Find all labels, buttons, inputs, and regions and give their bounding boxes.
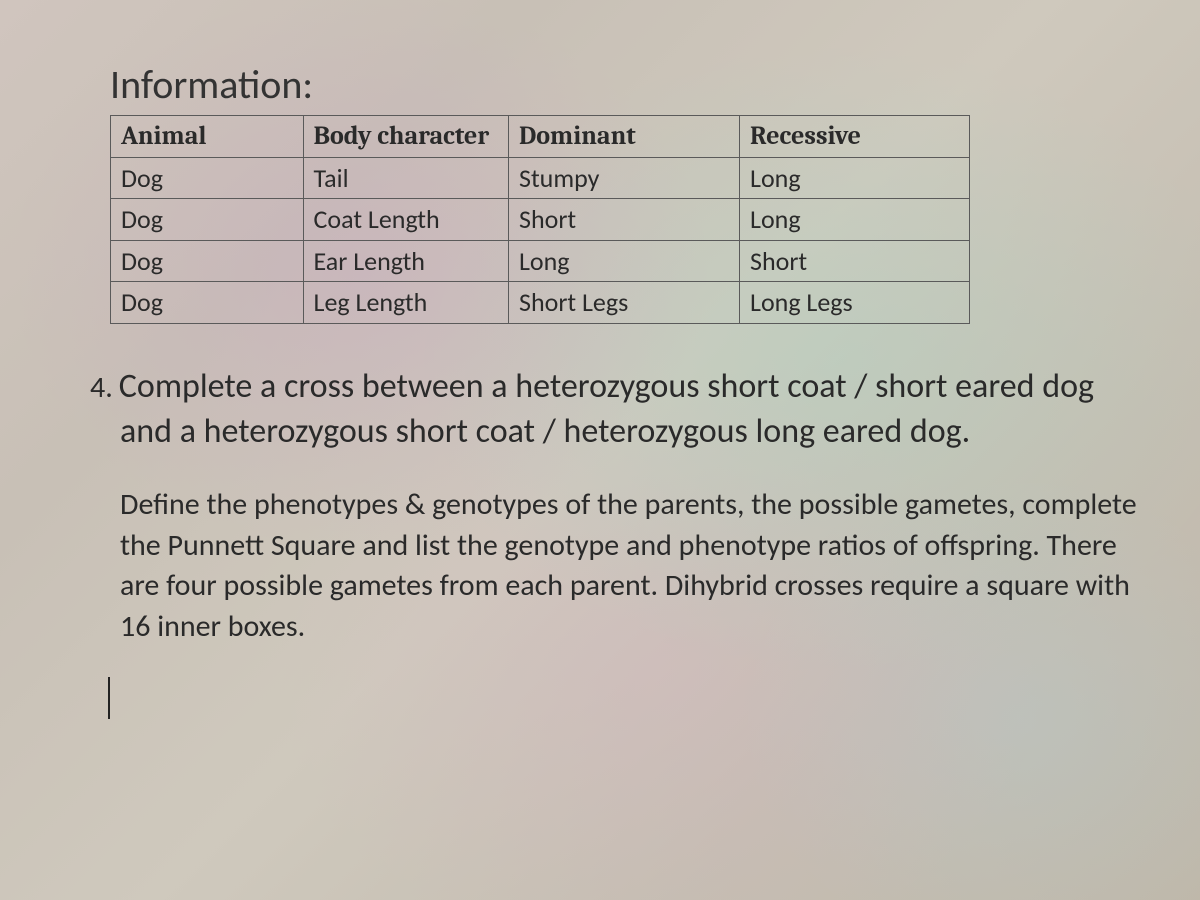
- cell-body: Tail: [303, 157, 508, 199]
- instructions-text: Define the phenotypes & genotypes of the…: [120, 485, 1140, 647]
- cell-body: Coat Length: [303, 199, 508, 241]
- question-body: Complete a cross between a heterozygous …: [119, 366, 1094, 453]
- cell-dom: Short Legs: [509, 282, 740, 324]
- cell-dom: Long: [509, 240, 740, 282]
- cell-body: Ear Length: [303, 240, 508, 282]
- col-header-animal: Animal: [111, 116, 304, 158]
- cell-dom: Short: [509, 199, 740, 241]
- table-row: Dog Ear Length Long Short: [111, 240, 970, 282]
- table-row: Dog Tail Stumpy Long: [111, 157, 970, 199]
- cell-rec: Short: [740, 240, 970, 282]
- table-row: Dog Leg Length Short Legs Long Legs: [111, 282, 970, 324]
- cell-body: Leg Length: [303, 282, 508, 324]
- cell-animal: Dog: [111, 282, 304, 324]
- cell-animal: Dog: [111, 240, 304, 282]
- cell-rec: Long: [740, 199, 970, 241]
- question-number: 4.: [90, 368, 113, 409]
- section-heading: Information:: [110, 60, 1160, 109]
- cell-rec: Long: [740, 157, 970, 199]
- cell-animal: Dog: [111, 199, 304, 241]
- col-header-dominant: Dominant: [509, 116, 740, 158]
- col-header-body: Body character: [303, 116, 508, 158]
- traits-table: Animal Body character Dominant Recessive…: [110, 115, 970, 324]
- cell-animal: Dog: [111, 157, 304, 199]
- table-header-row: Animal Body character Dominant Recessive: [111, 116, 970, 158]
- text-cursor: [108, 677, 110, 719]
- cell-rec: Long Legs: [740, 282, 970, 324]
- table-row: Dog Coat Length Short Long: [111, 199, 970, 241]
- question-text: 4.Complete a cross between a heterozygou…: [120, 364, 1120, 456]
- col-header-recessive: Recessive: [740, 116, 970, 158]
- cell-dom: Stumpy: [509, 157, 740, 199]
